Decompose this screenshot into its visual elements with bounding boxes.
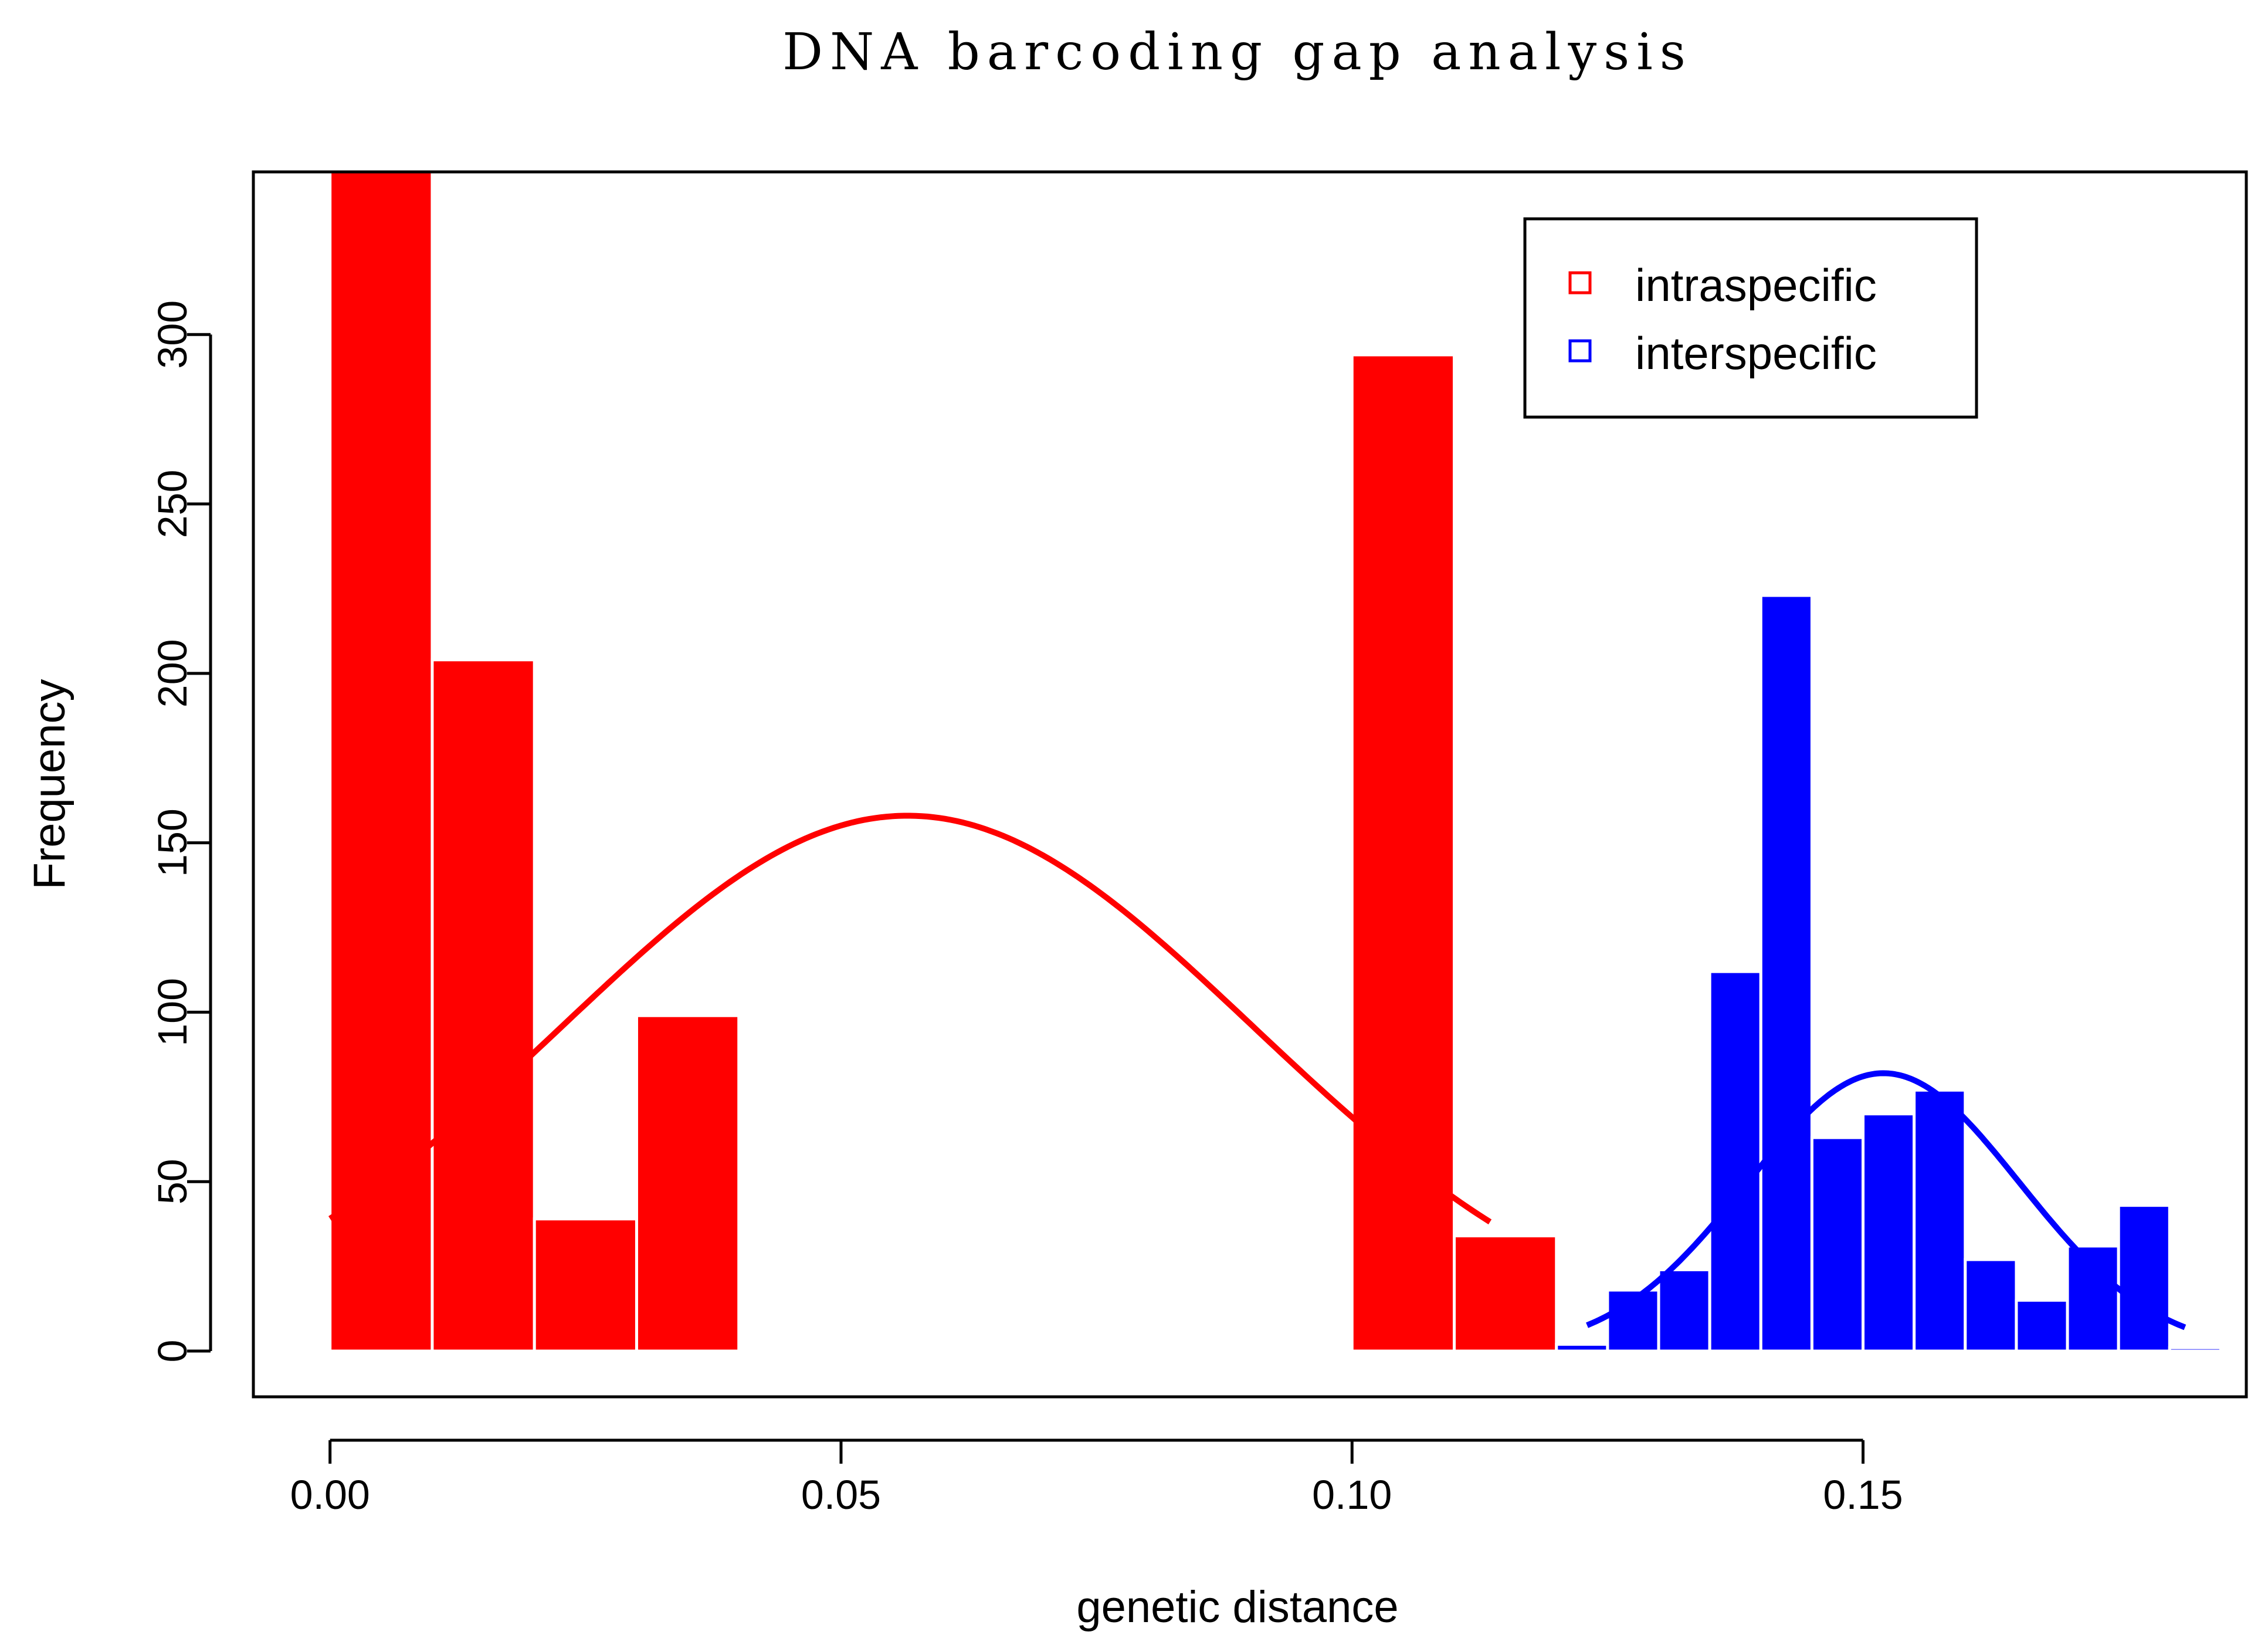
legend-label-interspecific: interspecific: [1635, 327, 1877, 379]
bar-intraspecific-1: [430, 658, 536, 1353]
bar-interspecific-9: [2015, 1298, 2069, 1353]
y-tick-label: 100: [150, 978, 195, 1047]
y-tick-label: 150: [150, 808, 195, 877]
y-axis-label: Frequency: [25, 679, 74, 889]
bar-intraspecific-2: [533, 1217, 638, 1353]
curves-layer: [328, 813, 2186, 1331]
bar-interspecific-0: [1555, 1342, 1609, 1353]
y-tick-label: 250: [150, 470, 195, 539]
bar-interspecific-4: [1759, 594, 1813, 1353]
bar-interspecific-2: [1657, 1268, 1711, 1353]
x-axis: 0.00 0.05 0.10 0.15: [290, 1438, 1903, 1518]
y-axis: 0 50 100 150 200 250 300: [150, 300, 212, 1363]
legend-swatch-intraspecific: [1568, 271, 1592, 294]
y-tick-label: 50: [150, 1159, 195, 1204]
x-axis-label: genetic distance: [1076, 1582, 1398, 1632]
y-tick-label: 0: [150, 1340, 195, 1363]
curve-intraspecific: [328, 813, 1492, 1225]
bar-interspecific-6: [1862, 1112, 1916, 1353]
bar-interspecific-5: [1810, 1136, 1865, 1353]
legend-label-intraspecific: intraspecific: [1635, 259, 1877, 311]
bar-interspecific-3: [1708, 970, 1762, 1353]
y-tick-label: 200: [150, 639, 195, 707]
legend: intraspecific interspecific: [1523, 217, 1978, 419]
bar-intraspecific-3: [635, 1014, 741, 1353]
curve-interspecific: [1586, 1070, 2186, 1331]
bar-interspecific-11: [2117, 1204, 2171, 1353]
x-tick-label: 0.05: [801, 1472, 881, 1518]
bar-interspecific-7: [1913, 1088, 1967, 1353]
plot-frame: [252, 170, 2248, 1399]
x-tick-label: 0.10: [1312, 1472, 1392, 1518]
y-tick-label: 300: [150, 300, 195, 369]
bar-interspecific-12: [2168, 1346, 2222, 1353]
bar-intraspecific-0: [328, 172, 434, 1353]
bar-interspecific-8: [1964, 1258, 2018, 1353]
x-tick-label: 0.15: [1823, 1472, 1903, 1518]
bar-intraspecific-5: [1453, 1234, 1558, 1353]
x-tick-label: 0.00: [290, 1472, 370, 1518]
bar-intraspecific-4: [1350, 353, 1456, 1353]
chart-title: DNA barcoding gap analysis: [782, 23, 1693, 82]
legend-swatch-interspecific: [1568, 339, 1592, 363]
legend-box: [1523, 217, 1978, 419]
bar-interspecific-10: [2066, 1244, 2120, 1353]
